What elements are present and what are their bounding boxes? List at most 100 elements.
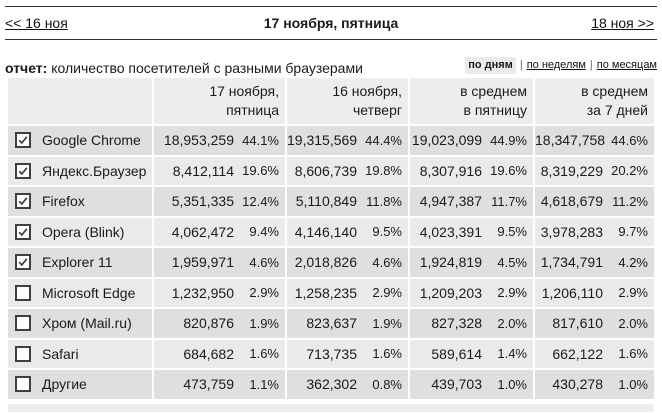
visitor-count: 5,110,849: [295, 193, 357, 210]
visitor-count: 19,023,099: [411, 132, 482, 149]
stat-cell: 4,062,472 9.4%: [154, 217, 285, 246]
nav-divider: [5, 39, 657, 40]
visitor-percent: 2.9%: [497, 285, 527, 301]
report-label: отчет:: [5, 60, 48, 76]
browser-name: Explorer 11: [42, 254, 113, 271]
stat-cell: 19,315,569 44.4%: [287, 126, 408, 155]
visitor-percent: 1.9%: [249, 315, 279, 331]
visitor-percent: 11.7%: [491, 193, 527, 209]
visitor-count: 439,703: [431, 376, 482, 393]
period-option-selected: по дням: [465, 57, 516, 74]
stat-cell: 8,412,114 19.6%: [154, 156, 285, 185]
table-row-name-cell: Microsoft Edge: [8, 278, 152, 307]
browser-checkbox-checked[interactable]: [15, 254, 31, 271]
visitor-percent: 44.4%: [365, 132, 402, 148]
visitor-count: 1,258,235: [294, 284, 357, 301]
browser-name: Google Chrome: [42, 132, 141, 149]
column-header-line2: в пятницу: [463, 102, 527, 118]
column-header-line1: 16 ноября,: [332, 82, 402, 99]
stat-cell: 430,278 1.0%: [535, 370, 654, 399]
table-row-name-cell: Другие: [8, 370, 152, 399]
stat-cell: 473,759 1.1%: [154, 370, 285, 399]
visitor-count: 1,232,950: [171, 284, 234, 301]
table-row-name-cell: Safari: [8, 339, 152, 368]
stat-cell: 5,351,335 12.4%: [154, 187, 285, 216]
table-row-name-cell: Explorer 11: [8, 248, 152, 277]
stat-cell: 3,978,283 9.7%: [535, 217, 654, 246]
column-header-line2: за 7 дней: [586, 102, 648, 118]
stat-cell: 8,319,229 20.2%: [535, 156, 654, 185]
visitor-count: 684,682: [183, 345, 234, 362]
visitor-percent: 2.9%: [249, 285, 279, 301]
prev-day-link[interactable]: << 16 ноя: [5, 15, 68, 31]
visitor-percent: 4.2%: [618, 254, 648, 270]
visitor-count: 4,618,679: [540, 193, 603, 210]
visitor-count: 8,319,229: [540, 162, 603, 179]
visitor-percent: 44.9%: [490, 132, 527, 148]
period-switcher: по дням | по неделям | по месяцам: [465, 57, 657, 74]
column-header-line1: в среднем: [581, 82, 648, 99]
browser-name: Другие: [42, 376, 87, 393]
visitor-percent: 12.4%: [242, 193, 279, 209]
report-header: отчет: количество посетителей с разными …: [5, 40, 657, 76]
stat-cell: 8,307,916 19.6%: [410, 156, 533, 185]
browser-checkbox-unchecked[interactable]: [15, 345, 31, 362]
table-row-name-cell: Firefox: [8, 187, 152, 216]
visitor-percent: 19.6%: [490, 163, 527, 179]
stat-cell: 1,258,235 2.9%: [287, 278, 408, 307]
visitor-count: 4,146,140: [294, 223, 357, 240]
next-section-strip: [8, 403, 654, 412]
browser-name: Яндекс.Браузер: [42, 162, 147, 179]
browser-name: Хром (Mail.ru): [42, 315, 132, 332]
column-header: 17 ноября, пятница: [154, 78, 285, 124]
visitor-percent: 1.6%: [372, 346, 402, 362]
visitor-percent: 11.8%: [366, 193, 402, 209]
column-header: в среднем в пятницу: [410, 78, 533, 124]
browser-name: Firefox: [42, 193, 85, 210]
period-option-link[interactable]: по неделям: [526, 59, 586, 71]
stat-cell: 18,347,758 44.6%: [535, 126, 654, 155]
browser-checkbox-unchecked[interactable]: [15, 284, 31, 301]
visitor-percent: 9.7%: [618, 224, 648, 240]
visitor-count: 589,614: [431, 345, 482, 362]
visitor-count: 827,328: [431, 315, 482, 332]
browser-checkbox-unchecked[interactable]: [15, 376, 31, 393]
visitor-count: 2,018,826: [294, 254, 357, 271]
visitor-count: 4,023,391: [419, 223, 482, 240]
next-day-link[interactable]: 18 ноя >>: [591, 15, 654, 31]
table-row-name-cell: Google Chrome: [8, 126, 152, 155]
browser-checkbox-unchecked[interactable]: [15, 315, 31, 332]
visitor-count: 1,924,819: [419, 254, 482, 271]
browser-checkbox-checked[interactable]: [15, 223, 31, 240]
visitor-count: 823,637: [306, 315, 357, 332]
period-option-link[interactable]: по месяцам: [596, 59, 657, 71]
stat-cell: 589,614 1.4%: [410, 339, 533, 368]
report-description: количество посетителей с разными браузер…: [51, 60, 363, 76]
current-date-title: 17 ноября, пятница: [263, 15, 399, 31]
browser-checkbox-checked[interactable]: [15, 193, 31, 210]
visitor-percent: 4.6%: [249, 254, 279, 270]
visitor-count: 1,734,791: [540, 254, 603, 271]
stat-cell: 1,924,819 4.5%: [410, 248, 533, 277]
stat-cell: 2,018,826 4.6%: [287, 248, 408, 277]
browser-checkbox-checked[interactable]: [15, 162, 31, 179]
visitor-count: 430,278: [552, 376, 603, 393]
stat-cell: 439,703 1.0%: [410, 370, 533, 399]
visitor-percent: 44.1%: [242, 132, 279, 148]
visitor-count: 662,122: [552, 345, 603, 362]
visitor-percent: 19.6%: [242, 163, 279, 179]
visitor-count: 8,412,114: [172, 162, 234, 179]
visitor-percent: 1.1%: [249, 376, 279, 392]
visitor-percent: 44.6%: [611, 132, 648, 148]
visitor-count: 1,206,110: [541, 284, 603, 301]
stat-cell: 362,302 0.8%: [287, 370, 408, 399]
browser-name: Safari: [42, 345, 79, 362]
visitor-percent: 2.9%: [618, 285, 648, 301]
visitor-count: 4,947,387: [419, 193, 482, 210]
stat-cell: 19,023,099 44.9%: [410, 126, 533, 155]
browser-checkbox-checked[interactable]: [15, 132, 31, 149]
visitor-count: 362,302: [306, 376, 357, 393]
checkmark-icon: [18, 228, 28, 237]
checkmark-icon: [18, 167, 28, 176]
stat-cell: 4,146,140 9.5%: [287, 217, 408, 246]
